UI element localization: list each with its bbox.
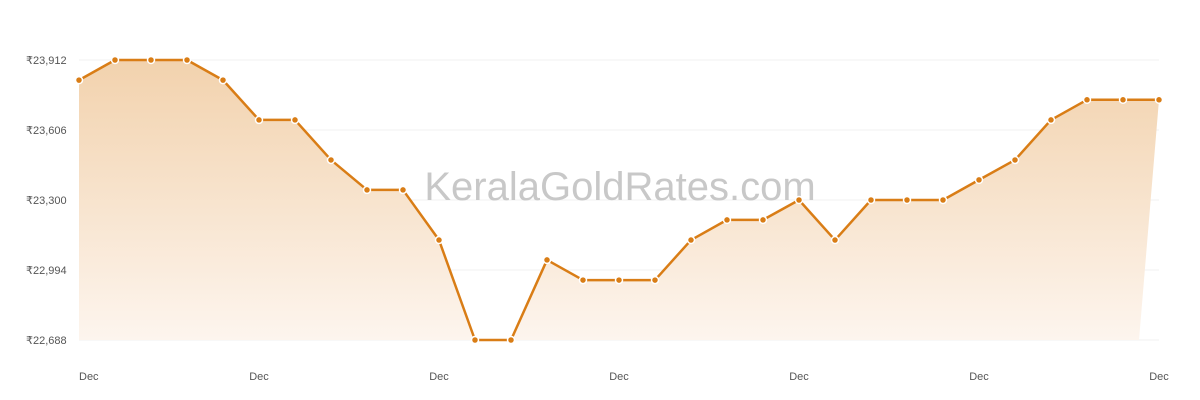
data-point[interactable]: [290, 115, 300, 125]
y-axis: ₹23,912 ₹23,606 ₹23,300 ₹22,994 ₹22,688: [26, 55, 67, 347]
x-tick-label: Dec: [249, 371, 269, 383]
data-point[interactable]: [722, 215, 732, 225]
data-point[interactable]: [470, 335, 480, 345]
x-tick-label: Dec: [789, 371, 809, 383]
data-point[interactable]: [434, 235, 444, 245]
data-point[interactable]: [74, 75, 84, 85]
y-tick-label: ₹23,300: [26, 195, 67, 207]
series-markers: [74, 55, 1164, 345]
data-point[interactable]: [398, 185, 408, 195]
data-point[interactable]: [254, 115, 264, 125]
y-tick-label: ₹22,994: [26, 265, 67, 277]
data-point[interactable]: [938, 195, 948, 205]
area-fill: [79, 60, 1159, 340]
data-point[interactable]: [1154, 95, 1164, 105]
data-point[interactable]: [326, 155, 336, 165]
data-point[interactable]: [1010, 155, 1020, 165]
watermark-text: KeralaGoldRates.com: [424, 165, 815, 209]
y-tick-label: ₹23,912: [26, 55, 67, 67]
data-point[interactable]: [1082, 95, 1092, 105]
data-point[interactable]: [866, 195, 876, 205]
data-point[interactable]: [794, 195, 804, 205]
data-point[interactable]: [110, 55, 120, 65]
data-point[interactable]: [182, 55, 192, 65]
x-tick-label: Dec: [1149, 371, 1169, 383]
data-point[interactable]: [1118, 95, 1128, 105]
data-point[interactable]: [578, 275, 588, 285]
data-point[interactable]: [974, 175, 984, 185]
x-tick-label: Dec: [79, 371, 99, 383]
area-path: [79, 60, 1159, 340]
x-tick-label: Dec: [429, 371, 449, 383]
data-point[interactable]: [614, 275, 624, 285]
data-point[interactable]: [218, 75, 228, 85]
x-tick-label: Dec: [609, 371, 629, 383]
data-point[interactable]: [686, 235, 696, 245]
x-tick-label: Dec: [969, 371, 989, 383]
data-point[interactable]: [650, 275, 660, 285]
data-point[interactable]: [902, 195, 912, 205]
x-axis: Dec Dec Dec Dec Dec Dec Dec: [79, 371, 1169, 383]
data-point[interactable]: [830, 235, 840, 245]
y-tick-label: ₹22,688: [26, 335, 67, 347]
y-tick-label: ₹23,606: [26, 125, 67, 137]
data-point[interactable]: [506, 335, 516, 345]
data-point[interactable]: [362, 185, 372, 195]
data-point[interactable]: [542, 255, 552, 265]
data-point[interactable]: [1046, 115, 1056, 125]
data-point[interactable]: [146, 55, 156, 65]
data-point[interactable]: [758, 215, 768, 225]
